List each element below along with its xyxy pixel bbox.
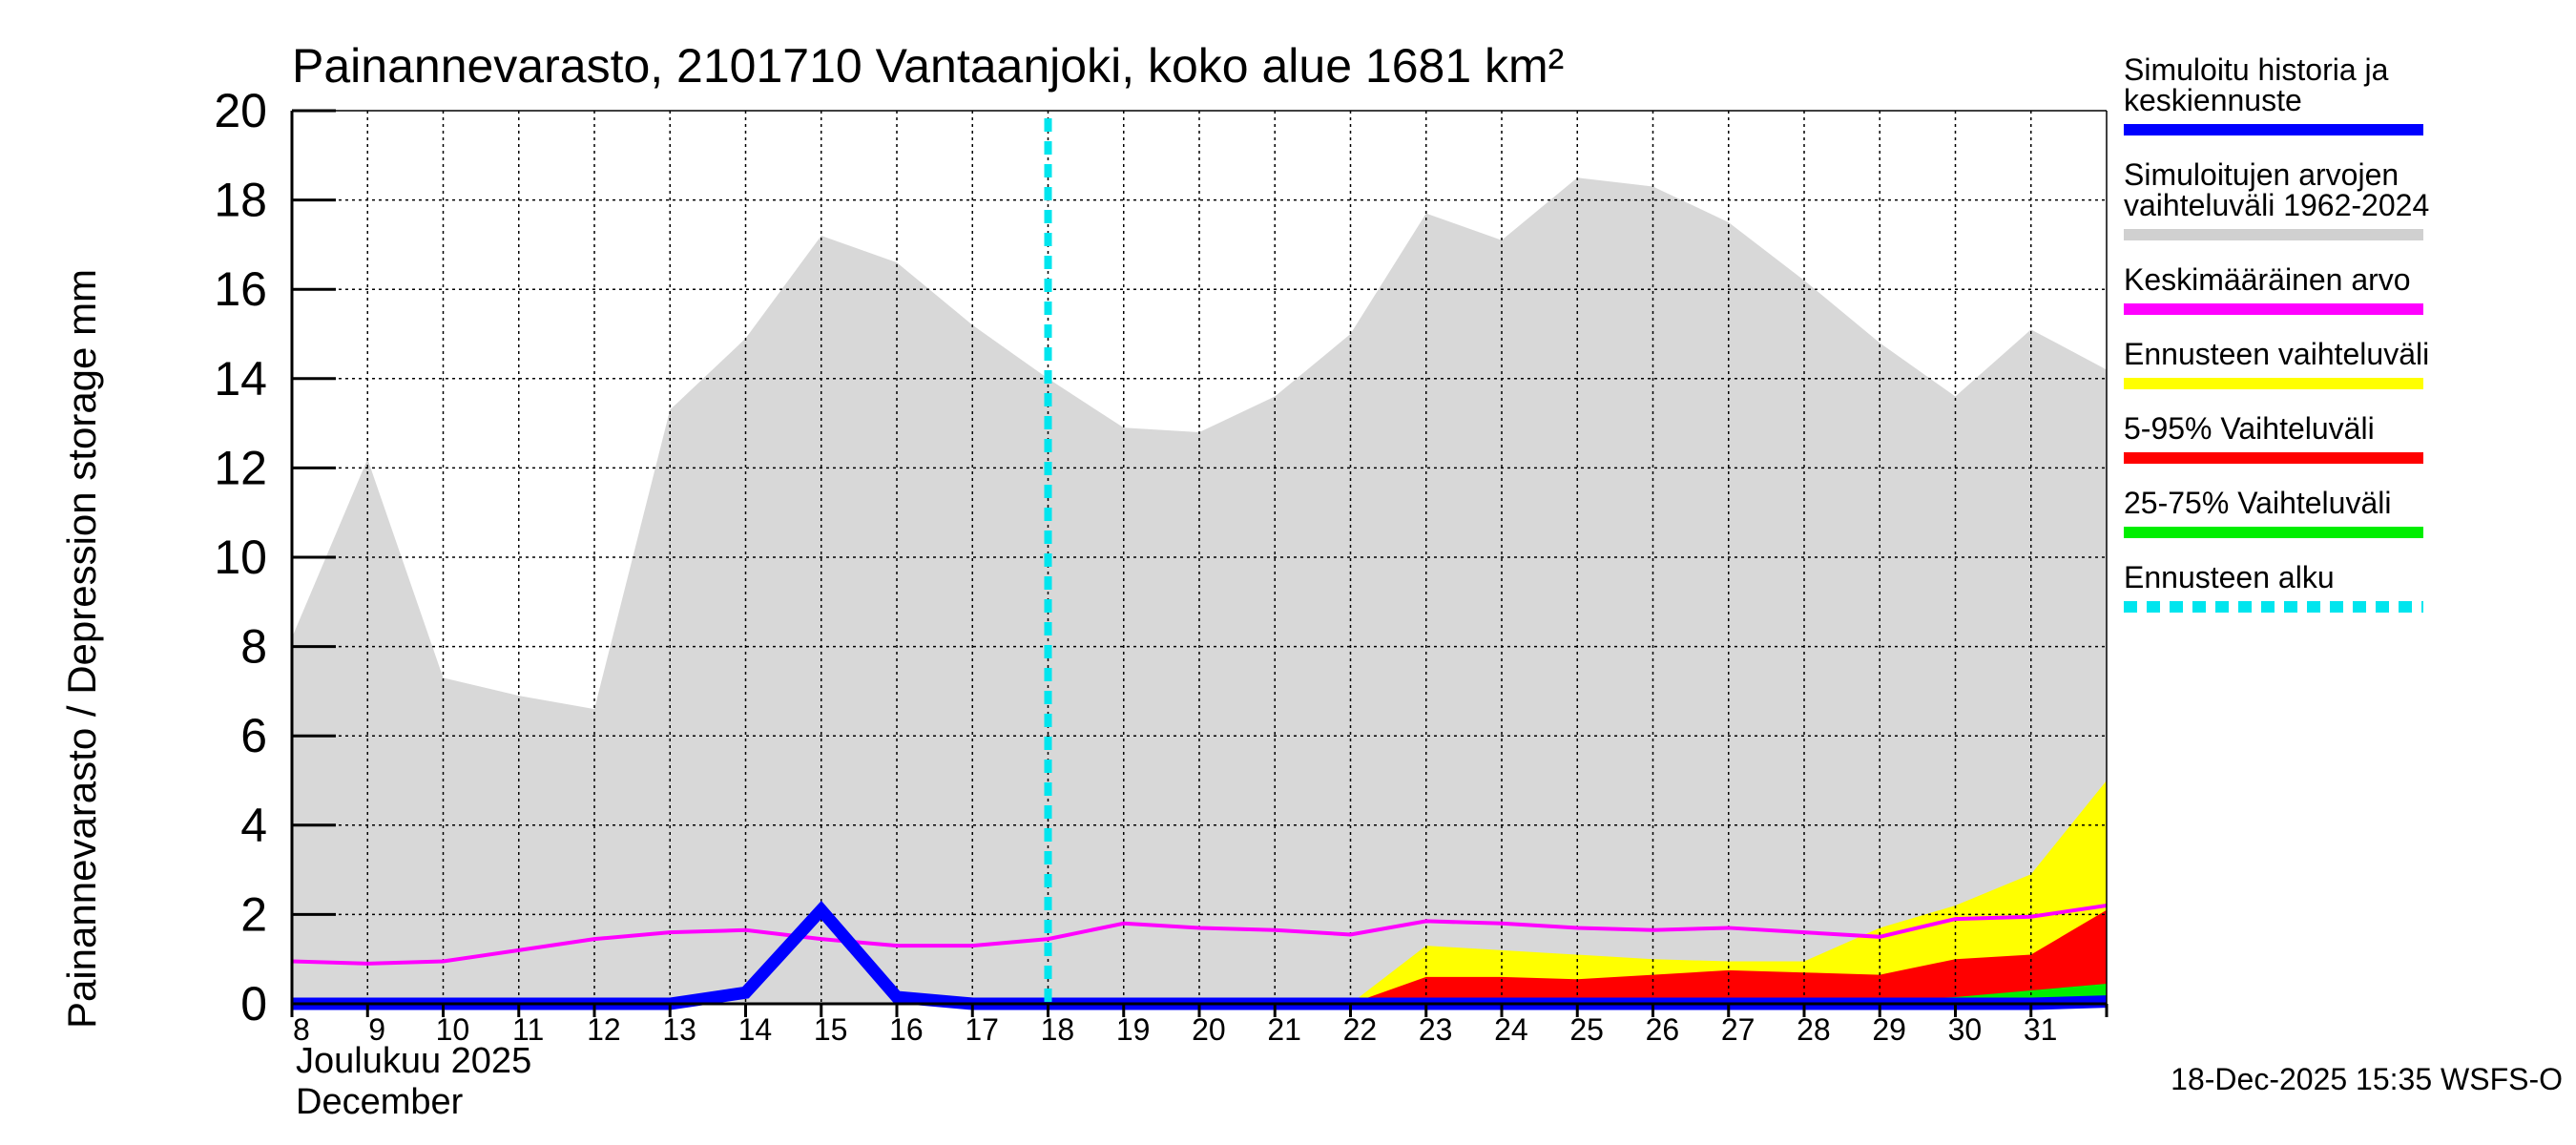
legend-label: Keskimääräinen arvo: [2124, 262, 2411, 297]
y-tick-label: 12: [214, 441, 267, 494]
y-tick-label: 20: [214, 84, 267, 137]
x-tick-label: 17: [965, 1012, 999, 1047]
band-ennusteen-vaihteluv-li: [1350, 781, 2107, 1004]
x-tick-label: 27: [1721, 1012, 1755, 1047]
legend-label: Simuloitujen arvojen: [2124, 157, 2399, 192]
x-tick-label: 26: [1646, 1012, 1680, 1047]
chart-title: Painannevarasto, 2101710 Vantaanjoki, ko…: [292, 39, 1564, 93]
x-tick-label: 9: [368, 1012, 385, 1047]
y-tick-label: 6: [240, 709, 267, 762]
x-tick-label: 11: [512, 1012, 544, 1047]
series-line-keskim-r-inen-arvo: [291, 904, 2108, 966]
y-tick-label: 14: [214, 352, 267, 406]
x-tick-label: 13: [662, 1012, 696, 1047]
y-axis-label: Painannevarasto / Depression storage mm: [59, 269, 104, 1029]
x-tick-label: 22: [1343, 1012, 1378, 1047]
legend-label: vaihteluväli 1962-2024: [2124, 188, 2429, 222]
x-tick-label: 19: [1116, 1012, 1151, 1047]
x-tick-label: 12: [587, 1012, 621, 1047]
x-tick-label: 31: [2024, 1012, 2058, 1047]
band-5-95-vaihteluv-li: [1350, 909, 2107, 1004]
x-tick-label: 16: [889, 1012, 924, 1047]
x-tick-label: 24: [1494, 1012, 1528, 1047]
y-tick-label: 2: [240, 887, 267, 941]
x-tick-label: 15: [814, 1012, 848, 1047]
x-tick-label: 23: [1419, 1012, 1453, 1047]
x-tick-label: 30: [1948, 1012, 1983, 1047]
legend-label: Simuloitu historia ja: [2124, 52, 2389, 87]
x-tick-label: 14: [738, 1012, 773, 1047]
x-tick-label: 28: [1797, 1012, 1831, 1047]
x-tick-label: 25: [1569, 1012, 1604, 1047]
y-tick-labels: 0 2 4 6 8 10 12 14 16 18 20: [214, 84, 267, 1030]
y-tick-label: 0: [240, 977, 267, 1030]
x-tick-labels: 8 9 10 11 12 13 14 15 16 17 18 19 20 21 22 23 24 25 26 27 28…: [293, 1012, 2057, 1047]
plot-area: [290, 109, 2109, 1017]
y-tick-label: 16: [214, 262, 267, 316]
y-tick-label: 10: [214, 531, 267, 584]
timestamp: 18-Dec-2025 15:35 WSFS-O: [2171, 1062, 2563, 1096]
band-simuloitujen-arvojen-vaihteluv-li-1962-2024: [292, 177, 2107, 1004]
legend-label: Ennusteen alku: [2124, 560, 2335, 594]
axes-layer: [290, 109, 2109, 1017]
month-label-en: December: [296, 1082, 464, 1122]
legend-label: 25-75% Vaihteluväli: [2124, 486, 2391, 520]
y-tick-label: 8: [240, 620, 267, 674]
legend-label: keskiennuste: [2124, 83, 2302, 117]
x-tick-label: 20: [1192, 1012, 1226, 1047]
x-tick-label: 8: [293, 1012, 310, 1047]
legend-label: 5-95% Vaihteluväli: [2124, 411, 2375, 446]
x-tick-label: 18: [1041, 1012, 1075, 1047]
legend-label: Ennusteen vaihteluväli: [2124, 337, 2429, 371]
month-label-fi: Joulukuu 2025: [296, 1041, 531, 1081]
y-tick-label: 4: [240, 799, 267, 852]
x-tick-label: 29: [1872, 1012, 1906, 1047]
x-tick-label: 21: [1267, 1012, 1301, 1047]
y-tick-label: 18: [214, 174, 267, 227]
x-tick-label: 10: [436, 1012, 470, 1047]
